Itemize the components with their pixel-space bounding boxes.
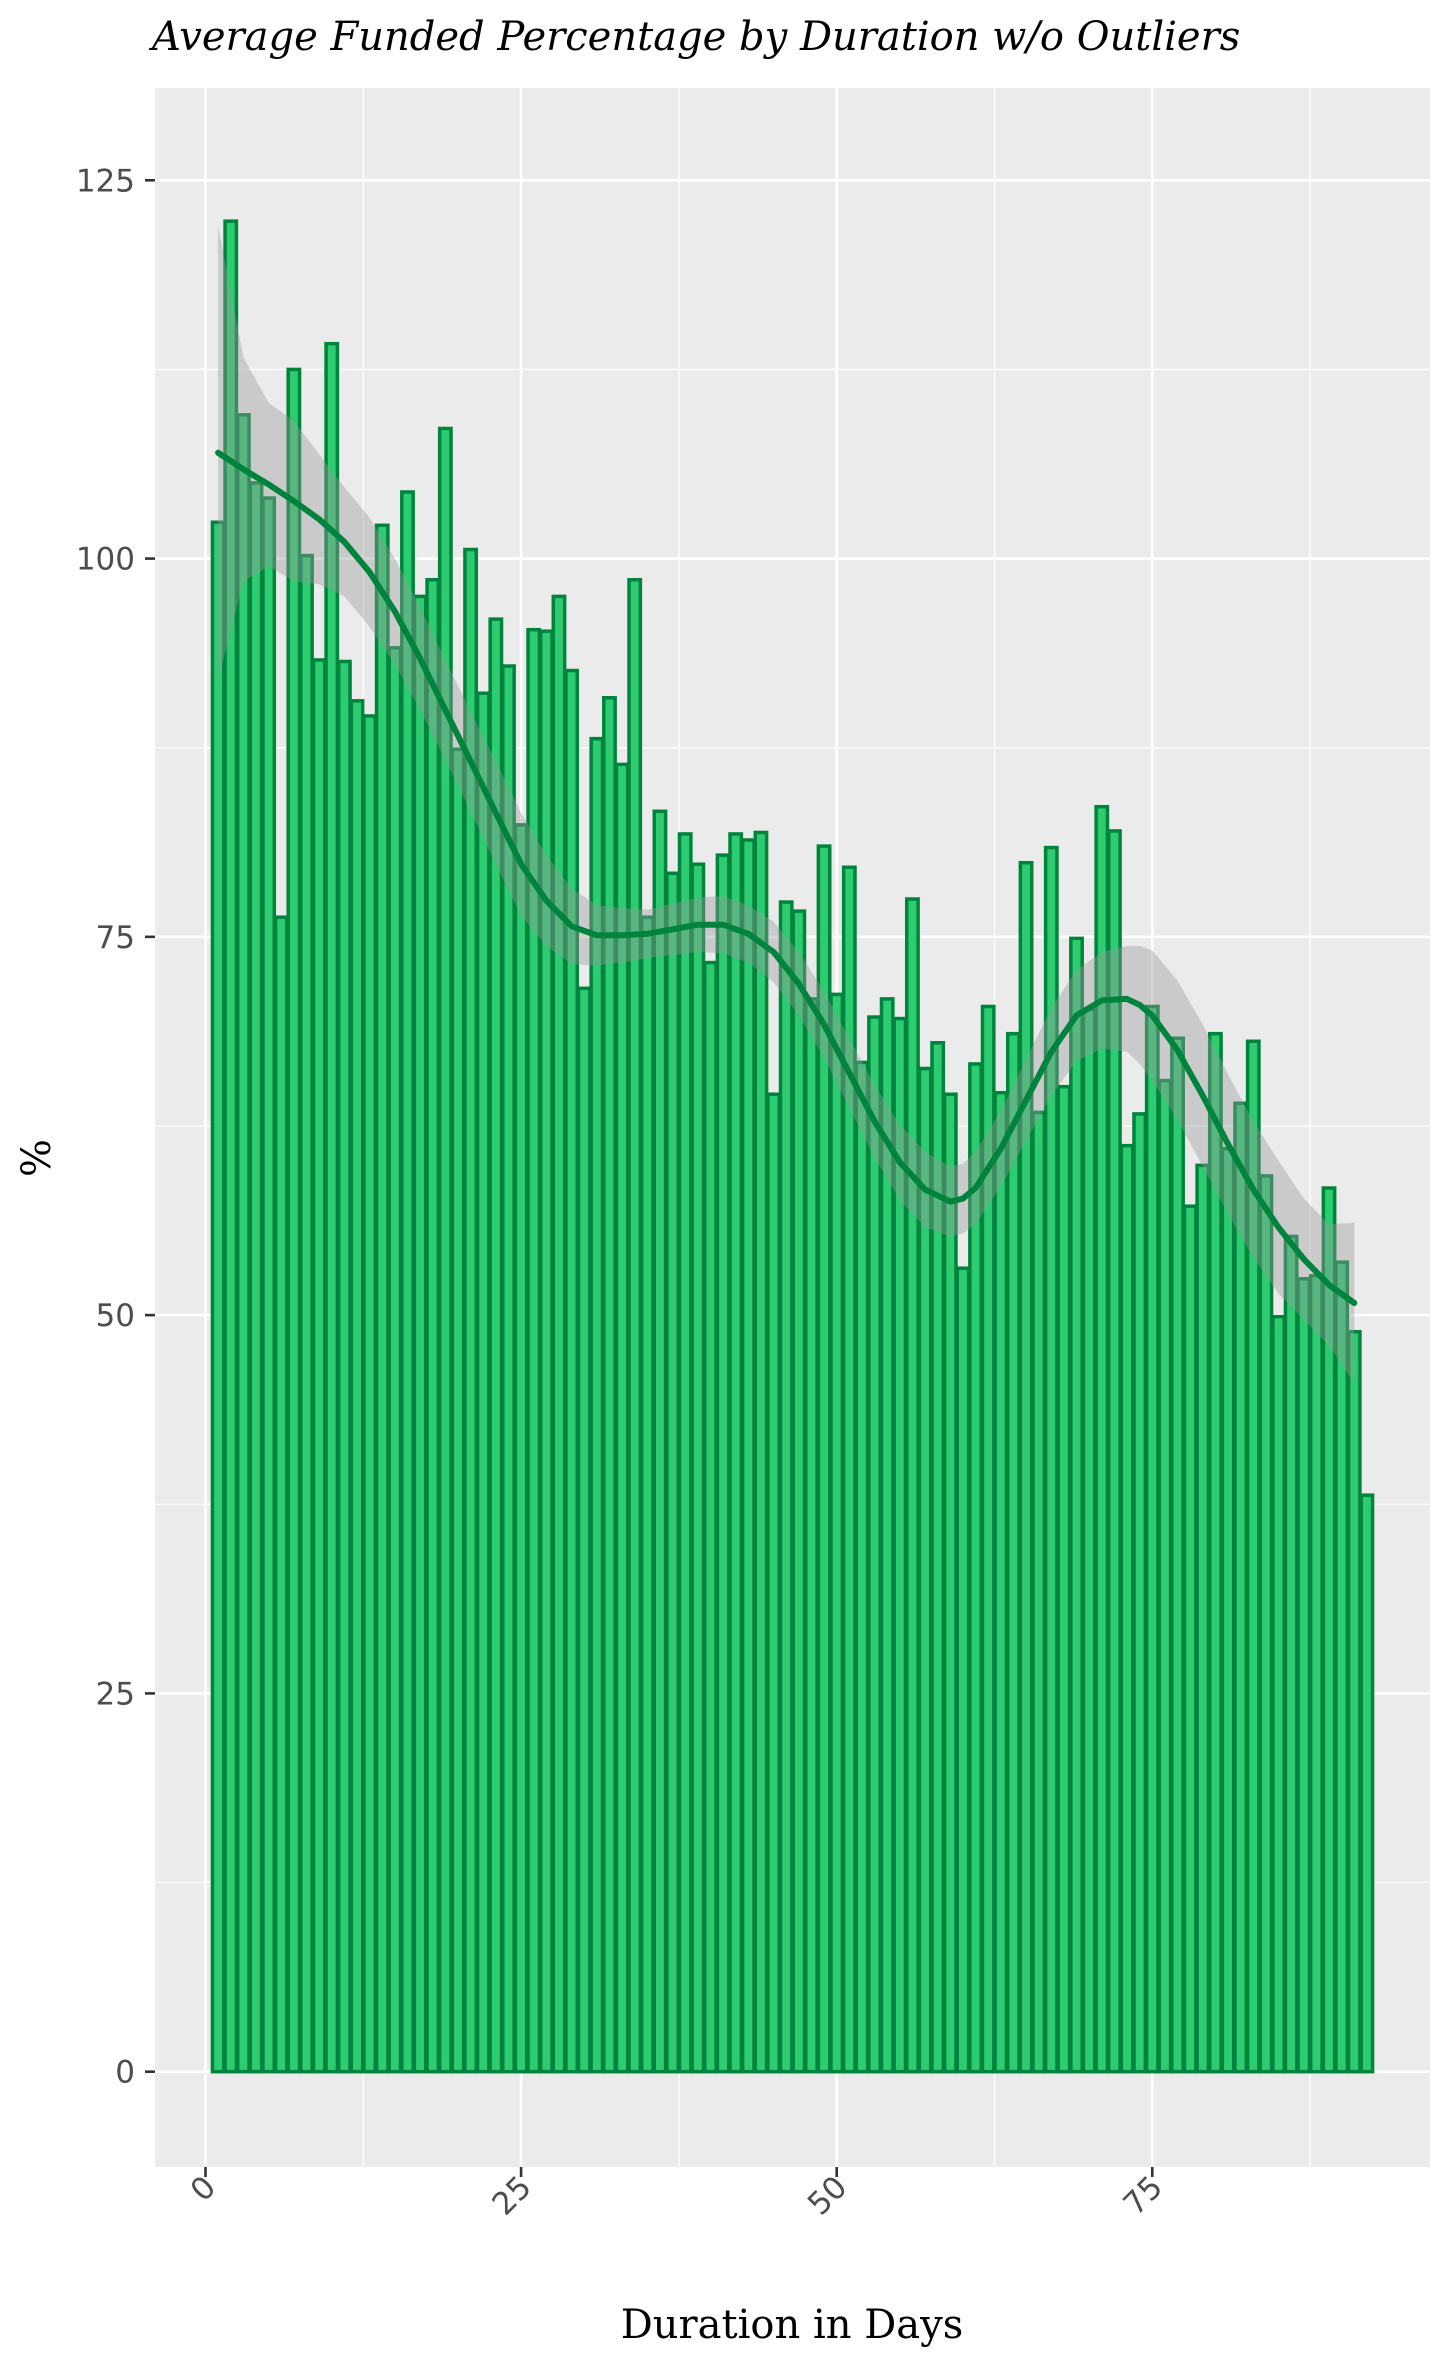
bar — [690, 862, 706, 2074]
y-tick-label: 100 — [76, 542, 135, 578]
bar — [1144, 1004, 1160, 2074]
bar — [576, 986, 592, 2074]
bar — [336, 659, 352, 2074]
bar — [639, 915, 655, 2074]
bar — [1233, 1101, 1249, 2074]
bar — [1056, 1084, 1072, 2074]
bar — [867, 1015, 882, 2074]
bar — [778, 900, 794, 2074]
bar — [1334, 1260, 1350, 2074]
y-tick-label: 25 — [96, 1676, 135, 1712]
bar — [210, 520, 226, 2074]
x-tick-label: 0 — [184, 2169, 223, 2208]
bar — [703, 960, 718, 2074]
bar — [1081, 1007, 1097, 2074]
bar — [1031, 1110, 1047, 2074]
bar — [538, 629, 554, 2074]
bar — [652, 809, 668, 2074]
bar — [829, 992, 845, 2074]
bar — [273, 915, 289, 2074]
bar — [993, 1090, 1009, 2074]
y-tick-label: 50 — [96, 1298, 135, 1334]
bar — [955, 1266, 971, 2074]
bar — [1157, 1078, 1173, 2074]
smooth-trend-line — [215, 449, 1358, 1306]
bar — [1119, 1143, 1135, 2074]
bar — [1346, 1330, 1362, 2074]
bar — [1182, 1204, 1198, 2074]
bar — [450, 747, 466, 2074]
y-tick-label: 125 — [76, 163, 135, 199]
bar — [602, 696, 617, 2074]
bar — [791, 909, 807, 2074]
bar — [248, 481, 264, 2074]
bar — [804, 997, 819, 2074]
bar — [564, 668, 580, 2074]
bar — [1258, 1174, 1274, 2074]
bar — [400, 490, 415, 2074]
bar — [1220, 1146, 1236, 2074]
chart-title: Average Funded Percentage by Duration w/… — [148, 14, 1240, 60]
bar — [1170, 1036, 1185, 2074]
bar — [324, 341, 340, 2074]
x-tick-label: 50 — [801, 2169, 854, 2222]
bar — [299, 553, 314, 2074]
bar — [715, 853, 731, 2074]
y-tick-label: 75 — [96, 920, 135, 956]
bar — [387, 646, 403, 2074]
bar — [677, 832, 693, 2074]
y-axis-title: % — [14, 1139, 60, 1177]
bar — [1296, 1277, 1312, 2074]
bar — [475, 691, 491, 2074]
x-tick-label: 75 — [1117, 2169, 1170, 2222]
bar — [1308, 1274, 1324, 2074]
bar — [286, 367, 302, 2074]
x-axis: 0 25 50 75 — [184, 2167, 1170, 2223]
bar — [551, 594, 567, 2074]
bar — [311, 658, 327, 2074]
bar — [1271, 1314, 1286, 2074]
bar — [904, 897, 920, 2074]
x-axis-title: Duration in Days — [621, 2302, 964, 2348]
bar — [513, 823, 529, 2074]
y-tick-label: 0 — [115, 2055, 135, 2091]
bar — [412, 594, 428, 2074]
bar — [235, 413, 251, 2074]
bar — [753, 830, 769, 2074]
y-axis: 0 25 50 75 100 125 — [76, 163, 155, 2091]
bar — [1005, 1031, 1021, 2074]
bar — [740, 838, 756, 2074]
bar-series — [210, 219, 1375, 2074]
bar — [1069, 936, 1084, 2074]
bar — [1195, 1163, 1211, 2074]
bar — [349, 699, 365, 2074]
bar — [362, 714, 378, 2074]
bar — [1359, 1493, 1375, 2074]
bar — [425, 578, 441, 2074]
bar — [1283, 1234, 1299, 2074]
x-tick-label: 25 — [485, 2169, 538, 2222]
bar — [261, 496, 277, 2074]
bar — [942, 1092, 958, 2074]
bar — [1018, 860, 1034, 2074]
bar — [627, 578, 643, 2074]
bar — [665, 871, 681, 2074]
bar — [1132, 1112, 1148, 2074]
bar — [728, 832, 744, 2074]
bar — [854, 1060, 870, 2074]
bar — [374, 523, 390, 2074]
bar — [766, 1092, 781, 2074]
